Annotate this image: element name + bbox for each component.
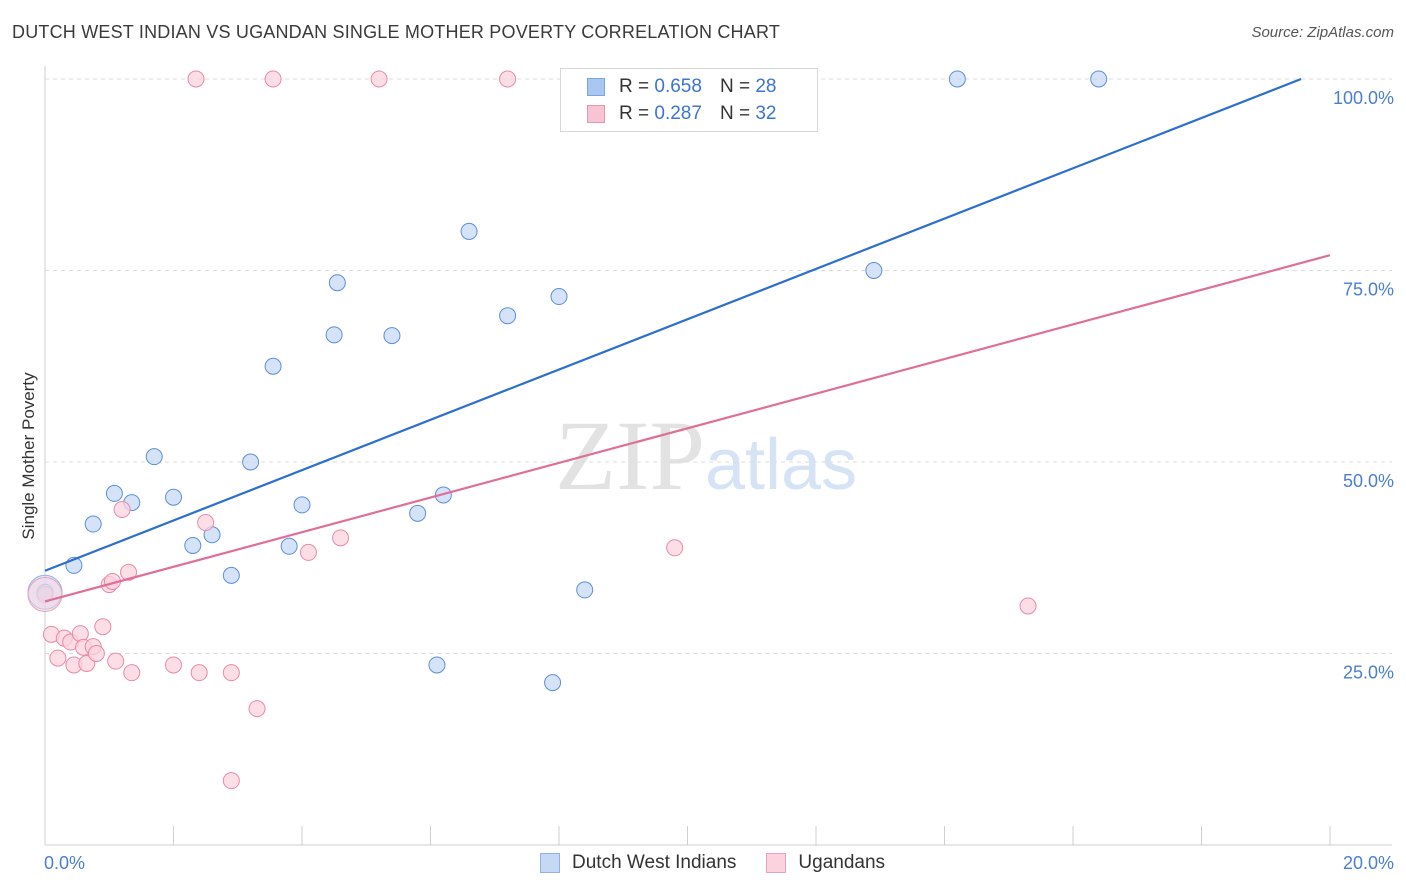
data-point-dutch-west-indians — [325, 326, 343, 344]
series-legend-item-ugandans: Ugandans — [766, 852, 885, 874]
data-point-ugandans — [222, 772, 240, 790]
data-point-ugandans — [264, 70, 282, 88]
data-point-ugandans — [248, 700, 266, 718]
data-point-ugandans — [94, 618, 112, 636]
x-tick-label: 20.0% — [1343, 853, 1394, 873]
data-point-dutch-west-indians — [383, 327, 401, 345]
data-point-dutch-west-indians — [550, 288, 568, 306]
data-point-ugandans — [222, 664, 240, 682]
data-point-ugandans — [113, 500, 131, 518]
series-legend: Dutch West Indians Ugandans — [540, 852, 915, 874]
cluster-point-ugandans — [27, 577, 63, 613]
data-point-ugandans — [332, 529, 350, 547]
data-point-dutch-west-indians — [865, 262, 883, 279]
chart-title: DUTCH WEST INDIAN VS UGANDAN SINGLE MOTH… — [12, 22, 781, 42]
series-swatch-dutch-west-indians — [540, 853, 560, 873]
legend-n-value: 32 — [755, 103, 777, 124]
trend-line-ugandans — [44, 254, 1331, 603]
data-point-dutch-west-indians — [948, 70, 966, 88]
legend-r-label: R = — [619, 103, 650, 124]
series-swatch-ugandans — [766, 853, 787, 873]
y-tick-label: 100.0% — [1333, 88, 1394, 108]
series-legend-item-dutch-west-indians: Dutch West Indians — [540, 852, 736, 874]
y-tick-label: 75.0% — [1343, 280, 1394, 300]
data-point-dutch-west-indians — [222, 566, 240, 584]
data-point-ugandans — [197, 514, 215, 532]
legend-swatch-dutch-west-indians — [587, 78, 605, 96]
y-tick-label: 50.0% — [1343, 471, 1394, 491]
watermark-zip: ZIP — [555, 400, 705, 511]
correlation-legend: R = 0.658 N = 28 R = 0.287 N = 32 — [560, 68, 818, 132]
data-point-ugandans — [1019, 597, 1037, 615]
data-point-ugandans — [107, 652, 125, 670]
data-point-ugandans — [299, 543, 317, 561]
data-point-dutch-west-indians — [105, 484, 123, 502]
watermark: ZIPatlas — [555, 398, 857, 513]
legend-swatch-ugandans — [587, 105, 605, 123]
legend-n-value: 28 — [755, 76, 777, 97]
legend-r-value: 0.658 — [654, 76, 702, 97]
data-point-dutch-west-indians — [576, 581, 594, 599]
legend-row-ugandans: R = 0.287 N = 32 — [587, 101, 776, 127]
data-point-ugandans — [499, 70, 517, 88]
data-point-ugandans — [87, 645, 105, 662]
data-point-ugandans — [120, 563, 138, 581]
data-point-dutch-west-indians — [460, 222, 478, 240]
data-point-ugandans — [165, 656, 182, 674]
data-point-dutch-west-indians — [84, 515, 102, 533]
data-point-dutch-west-indians — [165, 488, 182, 506]
series-legend-label: Dutch West Indians — [572, 852, 737, 873]
data-point-ugandans — [123, 664, 141, 682]
legend-r-label: R = — [619, 76, 650, 97]
data-point-dutch-west-indians — [499, 307, 517, 325]
data-point-ugandans — [49, 649, 67, 667]
data-point-dutch-west-indians — [145, 448, 163, 466]
data-point-dutch-west-indians — [328, 274, 346, 292]
x-tick-label: 0.0% — [44, 853, 85, 873]
data-point-dutch-west-indians — [264, 357, 282, 375]
watermark-atlas: atlas — [705, 425, 858, 505]
data-point-dutch-west-indians — [184, 536, 202, 554]
data-point-ugandans — [370, 70, 388, 88]
data-point-dutch-west-indians — [428, 656, 446, 674]
source-label: Source: ZipAtlas.com — [1251, 24, 1394, 41]
data-point-ugandans — [666, 539, 684, 557]
trend-line-dutch-west-indians — [44, 77, 1302, 572]
y-tick-label: 25.0% — [1343, 663, 1394, 683]
legend-r-value: 0.287 — [654, 103, 702, 124]
legend-row-dutch-west-indians: R = 0.658 N = 28 — [587, 74, 776, 100]
data-point-dutch-west-indians — [280, 537, 298, 555]
data-point-dutch-west-indians — [409, 504, 427, 522]
y-axis-title: Single Mother Poverty — [19, 372, 38, 540]
data-point-dutch-west-indians — [1090, 70, 1108, 88]
data-point-ugandans — [71, 625, 89, 643]
data-point-ugandans — [190, 664, 208, 682]
data-point-dutch-west-indians — [544, 674, 562, 692]
data-point-dutch-west-indians — [293, 496, 311, 514]
data-point-ugandans — [187, 70, 205, 88]
legend-n-label: N = — [719, 76, 751, 97]
data-point-dutch-west-indians — [242, 453, 260, 471]
series-legend-label: Ugandans — [798, 852, 886, 873]
legend-n-label: N = — [719, 103, 751, 124]
